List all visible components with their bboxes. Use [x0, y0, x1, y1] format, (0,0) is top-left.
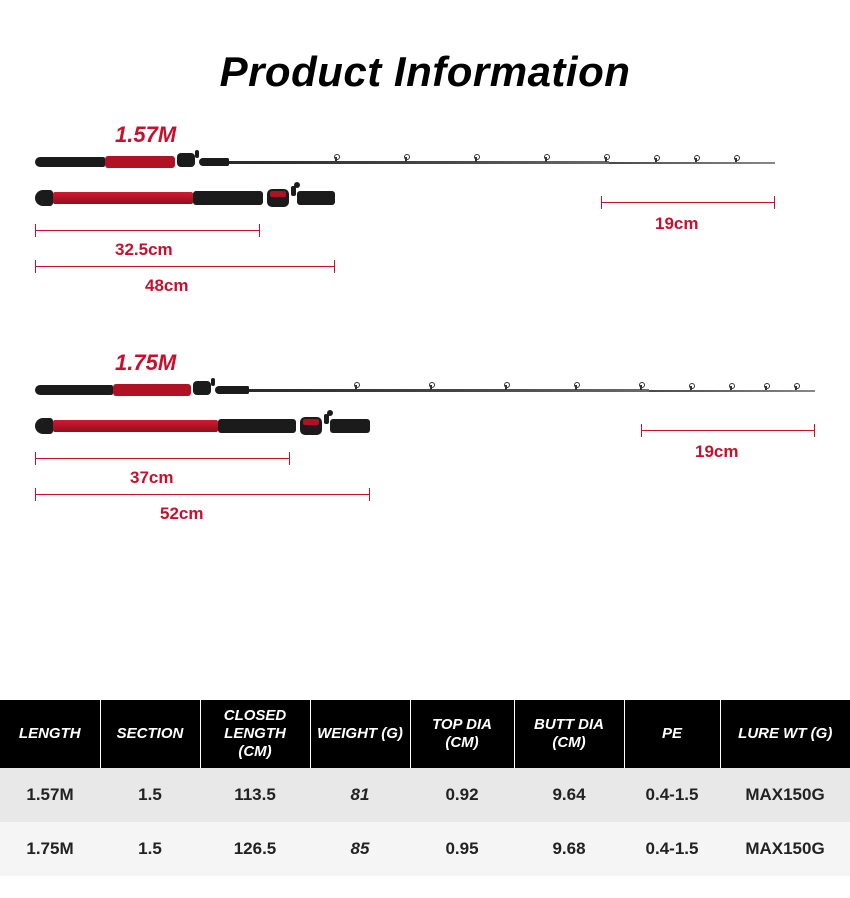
table-header-row: LENGTH SECTION CLOSED LENGTH (CM) WEIGHT…: [0, 700, 850, 768]
reel-icon: [175, 150, 199, 170]
handle-piece: [35, 184, 335, 212]
dim-label: 32.5cm: [115, 240, 173, 260]
dim-label: 52cm: [160, 504, 203, 524]
cell: 0.4-1.5: [624, 768, 720, 822]
cell: 126.5: [200, 822, 310, 876]
col-lurewt: LURE WT (G): [720, 700, 850, 768]
dim-handle-1: [35, 458, 290, 459]
cell: 1.5: [100, 822, 200, 876]
cell: 0.4-1.5: [624, 822, 720, 876]
diagram-area: 1.57M: [35, 122, 815, 602]
col-length: LENGTH: [0, 700, 100, 768]
cell: 1.75M: [0, 822, 100, 876]
table-row: 1.75M 1.5 126.5 85 0.95 9.68 0.4-1.5 MAX…: [0, 822, 850, 876]
dim-label: 19cm: [695, 442, 738, 462]
cell: 85: [310, 822, 410, 876]
dim-tip: [641, 430, 815, 431]
cell: MAX150G: [720, 768, 850, 822]
dim-tip: [601, 202, 775, 203]
col-topdia: TOP DIA (CM): [410, 700, 514, 768]
col-weight: WEIGHT (G): [310, 700, 410, 768]
col-buttdia: BUTT DIA (CM): [514, 700, 624, 768]
reel-icon: [191, 378, 215, 398]
table-row: 1.57M 1.5 113.5 81 0.92 9.64 0.4-1.5 MAX…: [0, 768, 850, 822]
reel-icon: [298, 412, 328, 440]
dim-label: 48cm: [145, 276, 188, 296]
cell: 81: [310, 768, 410, 822]
cell: 1.5: [100, 768, 200, 822]
col-closed: CLOSED LENGTH (CM): [200, 700, 310, 768]
dim-handle-2: [35, 266, 335, 267]
col-pe: PE: [624, 700, 720, 768]
full-rod: [35, 152, 775, 172]
cell: 9.68: [514, 822, 624, 876]
cell: 9.64: [514, 768, 624, 822]
length-label: 1.57M: [115, 122, 176, 148]
length-label: 1.75M: [115, 350, 176, 376]
reel-icon: [265, 184, 295, 212]
cell: 0.95: [410, 822, 514, 876]
handle-piece: [35, 412, 370, 440]
cell: MAX150G: [720, 822, 850, 876]
col-section: SECTION: [100, 700, 200, 768]
dim-label: 37cm: [130, 468, 173, 488]
dim-handle-1: [35, 230, 260, 231]
full-rod: [35, 380, 815, 400]
dim-handle-2: [35, 494, 370, 495]
cell: 1.57M: [0, 768, 100, 822]
cell: 0.92: [410, 768, 514, 822]
cell: 113.5: [200, 768, 310, 822]
dim-label: 19cm: [655, 214, 698, 234]
page-title: Product Information: [0, 48, 850, 96]
